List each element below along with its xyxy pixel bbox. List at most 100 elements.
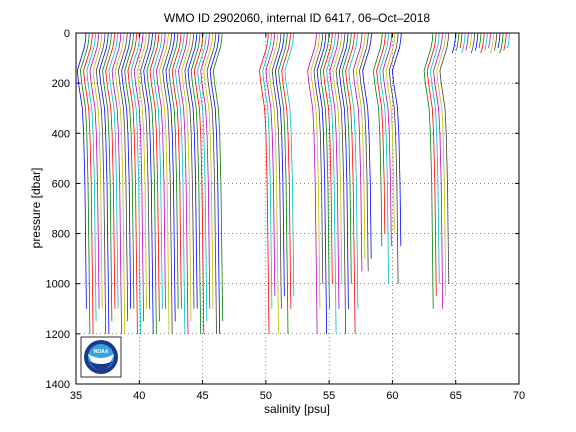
salinity-profile-line <box>352 33 363 272</box>
salinity-profile-line <box>149 33 160 322</box>
y-axis-label: pressure [dbar] <box>29 168 43 249</box>
salinity-profile-line <box>140 33 151 309</box>
salinity-profile-line <box>92 33 103 309</box>
salinity-profile-line <box>200 33 211 309</box>
salinity-profile-line <box>507 33 510 49</box>
salinity-profile-line <box>459 33 463 49</box>
noaa-logo-bird-icon <box>88 354 114 370</box>
salinity-profile-line <box>480 33 485 54</box>
salinity-profile-line <box>469 33 472 49</box>
salinity-profile-line <box>338 33 349 309</box>
salinity-profile-line <box>489 33 495 54</box>
salinity-profile-line <box>117 33 129 322</box>
noaa-logo-sea-icon <box>89 361 113 370</box>
salinity-profile-line <box>124 33 135 309</box>
salinity-profile-line <box>503 33 507 51</box>
salinity-profile-line <box>274 33 285 297</box>
salinity-profile-line <box>89 33 100 309</box>
salinity-profile-line <box>114 33 126 334</box>
salinity-profile-line <box>86 33 97 322</box>
salinity-profile-line <box>127 33 138 334</box>
y-tick-label: 1400 <box>46 379 70 391</box>
salinity-profile-line <box>203 33 214 309</box>
y-tick-label: 1200 <box>46 329 70 341</box>
x-tick-label: 35 <box>70 390 82 402</box>
salinity-profile-line <box>497 33 501 49</box>
salinity-profile-line <box>436 33 447 297</box>
salinity-profile-line <box>143 33 154 334</box>
salinity-profile-line <box>133 33 144 322</box>
salinity-profile-line <box>262 33 273 309</box>
salinity-profile-line <box>168 33 179 309</box>
y-tick-label: 400 <box>52 128 70 140</box>
x-tick-label: 60 <box>386 390 398 402</box>
salinity-profile-line <box>348 33 359 309</box>
salinity-profile-line <box>165 33 176 322</box>
salinity-profile-line <box>478 33 482 49</box>
x-tick-label: 40 <box>133 390 145 402</box>
salinity-profile-line <box>307 33 318 334</box>
salinity-profile-line <box>83 33 94 334</box>
salinity-profile-line <box>465 33 469 51</box>
salinity-profile-line <box>391 33 402 247</box>
salinity-profile-line <box>439 33 450 284</box>
salinity-profile-line <box>332 33 343 284</box>
salinity-profile-line <box>197 33 208 322</box>
salinity-profile-line <box>313 33 324 284</box>
salinity-profile-line <box>268 33 279 334</box>
salinity-profile-line <box>174 33 186 334</box>
salinity-profile-line <box>206 33 217 334</box>
y-tick-label: 600 <box>52 178 70 190</box>
salinity-profile-line <box>265 33 276 297</box>
salinity-profile-line <box>335 33 346 334</box>
salinity-profile-line <box>433 33 444 309</box>
salinity-profile-line <box>372 33 383 247</box>
salinity-profile-line <box>341 33 352 284</box>
salinity-profile-line <box>329 33 340 309</box>
salinity-profile-line <box>310 33 321 309</box>
salinity-profile-line <box>493 33 498 51</box>
salinity-profile-line <box>105 33 116 309</box>
x-axis-label: salinity [psu] <box>264 402 330 416</box>
salinity-profile-line <box>470 33 476 54</box>
x-tick-label: 65 <box>450 390 462 402</box>
salinity-profile-line <box>316 33 327 334</box>
salinity-profiles <box>76 33 510 334</box>
grid <box>76 33 519 384</box>
salinity-profile-line <box>319 33 330 309</box>
salinity-profile-line <box>382 33 393 247</box>
salinity-profile-line <box>281 33 292 309</box>
salinity-profile-line <box>379 33 389 284</box>
x-tick-label: 45 <box>196 390 208 402</box>
salinity-profile-line <box>271 33 282 309</box>
salinity-profile-line <box>152 33 163 309</box>
salinity-profile-line <box>171 33 182 309</box>
salinity-profile-line <box>178 33 189 334</box>
y-tick-label: 800 <box>52 229 70 241</box>
salinity-profile-line <box>76 33 87 309</box>
salinity-profile-line <box>376 33 386 234</box>
x-tick-label: 55 <box>323 390 335 402</box>
salinity-profile-line <box>102 33 113 322</box>
salinity-profile-line <box>355 33 366 259</box>
salinity-profile-line <box>259 33 270 334</box>
salinity-profile-line <box>79 33 91 334</box>
salinity-profile-line <box>461 33 466 54</box>
salinity-profile-line <box>388 33 399 284</box>
x-tick-label: 50 <box>260 390 272 402</box>
salinity-profile-line <box>162 33 173 334</box>
salinity-profile-line <box>209 33 221 334</box>
salinity-profile-line <box>108 33 119 309</box>
salinity-profile-line <box>159 33 170 334</box>
salinity-profile-line <box>322 33 333 284</box>
salinity-profile-line <box>95 33 107 334</box>
salinity-profile-line <box>455 33 460 51</box>
salinity-profile-line <box>474 33 479 51</box>
salinity-profile-line <box>359 33 369 272</box>
salinity-profile-line <box>284 33 295 297</box>
salinity-profile-line <box>326 33 337 334</box>
salinity-profile-line <box>499 33 504 54</box>
y-tick-label: 1000 <box>46 279 70 291</box>
salinity-profile-line <box>98 33 110 334</box>
